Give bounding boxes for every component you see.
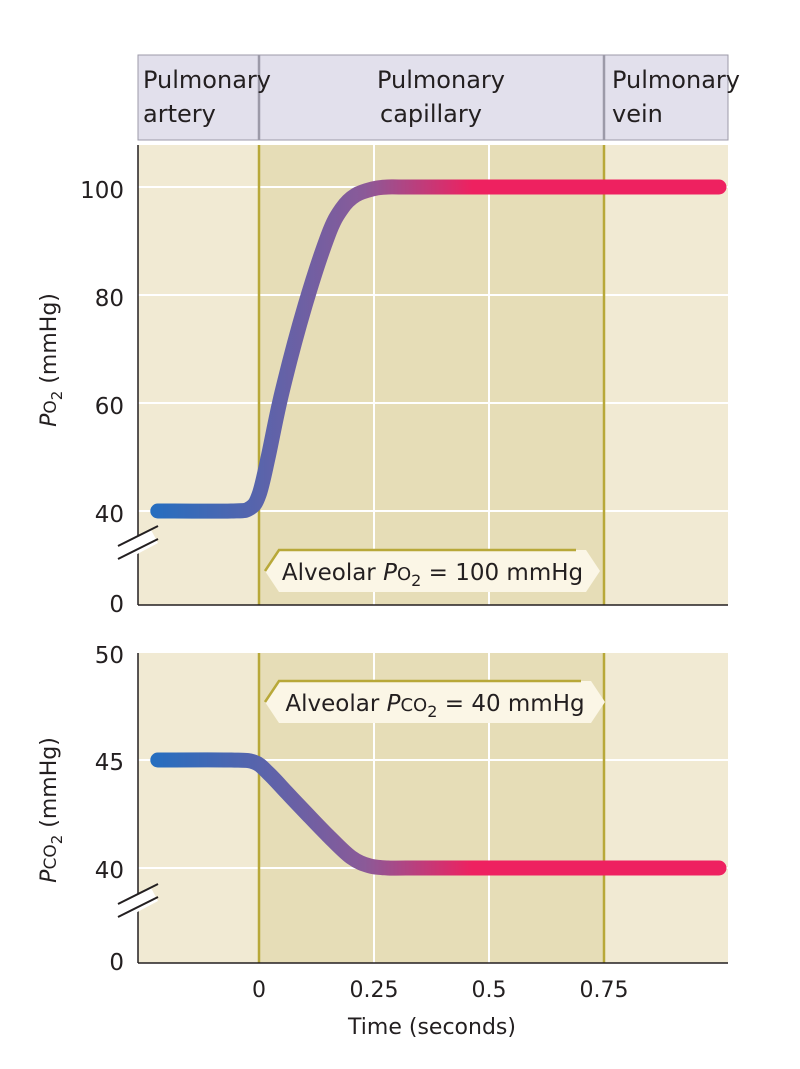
p2-y-tick-50: 50 [95, 643, 124, 669]
x-tick-0.75: 0.75 [580, 978, 629, 1003]
p2-ylabel-ylabel_main: P [37, 869, 62, 883]
po2-curve [150, 179, 727, 519]
header-artery-line1: Pulmonary [143, 66, 271, 94]
pco2-y-axis-label: PCO2 (mmHg) [37, 737, 66, 883]
po2-axis-break-icon [115, 525, 159, 562]
p1-break-stroke-1 [117, 525, 159, 547]
x-tick-0: 0 [252, 978, 266, 1003]
header-capillary-line2: capillary [380, 100, 482, 128]
p2-callout-o: CO [400, 695, 427, 716]
p1-callout-p: P [383, 560, 397, 586]
p1-y-tick-100: 100 [80, 178, 124, 204]
p2-y-tick-0: 0 [109, 950, 124, 976]
x-axis-label: Time (seconds) [347, 1015, 516, 1040]
po2-capillary-band [259, 145, 604, 605]
header-artery-line2: artery [143, 100, 216, 128]
p1-y-tick-80: 80 [95, 286, 124, 312]
p2-callout-box [265, 681, 605, 723]
p2-ylabel-ylabel_o: CO [41, 844, 61, 869]
p2-y-tick-45: 45 [95, 750, 124, 776]
pco2-curve [150, 752, 727, 876]
p2-callout-prefix: Alveolar [285, 691, 386, 717]
header-capillary-line1: Pulmonary [377, 66, 505, 94]
po2-y-tick-labels: 100 80 60 40 0 [80, 178, 124, 618]
p1-y-tick-60: 60 [95, 394, 124, 420]
p2-y-tick-40: 40 [95, 858, 124, 884]
header-vein-line2: vein [612, 100, 663, 128]
x-tick-labels: 0 0.25 0.5 0.75 [252, 978, 628, 1003]
p1-callout-prefix: Alveolar [282, 560, 383, 586]
p2-break-stroke-2 [117, 896, 159, 918]
p1-callout-suffix: = 100 mmHg [421, 560, 583, 586]
p2-break-gap [115, 886, 159, 920]
pco2-y-tick-labels: 50 45 40 0 [95, 643, 124, 976]
p2-break-stroke-1 [117, 883, 159, 905]
po2-axes [137, 145, 728, 606]
p2-callout-p: P [387, 691, 401, 717]
header-background [137, 54, 729, 141]
p1-ylabel-ylabel_o: O [41, 400, 61, 413]
p1-callout-arrow-line [263, 548, 576, 572]
p1-callout-text: Alveolar PO2 = 100 mmHg [282, 560, 583, 590]
p1-y-tick-0: 0 [109, 592, 124, 618]
p1-ylabel-ylabel_main: P [37, 413, 62, 427]
region-header: Pulmonary artery Pulmonary capillary Pul… [137, 54, 740, 141]
p2-ylabel-ylabel_unit: (mmHg) [37, 737, 62, 835]
header-vein-line1: Pulmonary [612, 66, 740, 94]
p2-callout-suffix: = 40 mmHg [437, 691, 584, 717]
p1-y-tick-40: 40 [95, 502, 124, 528]
p2-callout-text: Alveolar PCO2 = 40 mmHg [285, 691, 584, 721]
p1-callout-o: O [397, 564, 411, 585]
p2-ylabel-ylabel_sub: 2 [48, 835, 66, 845]
x-tick-0.25: 0.25 [350, 978, 399, 1003]
po2-y-axis-label: PO2 (mmHg) [37, 293, 66, 427]
x-tick-0.5: 0.5 [472, 978, 507, 1003]
pco2-axis-break-icon [115, 883, 159, 920]
po2-alveolar-callout: Alveolar PO2 = 100 mmHg [263, 548, 600, 592]
p2-callout-arrow-line [263, 679, 581, 703]
p1-break-gap [115, 528, 159, 562]
p1-ylabel-ylabel_unit: (mmHg) [37, 293, 62, 391]
p2-callout-sub: 2 [427, 702, 437, 721]
p1-break-stroke-2 [117, 538, 159, 560]
p1-callout-box [265, 550, 600, 592]
p1-callout-sub: 2 [411, 571, 421, 590]
p1-ylabel-ylabel_sub: 2 [48, 391, 66, 401]
pco2-alveolar-callout: Alveolar PCO2 = 40 mmHg [263, 679, 605, 723]
